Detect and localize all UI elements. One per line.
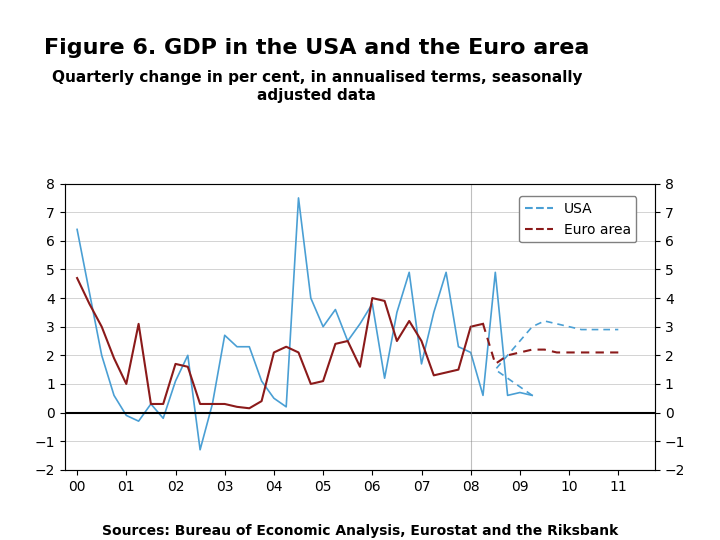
Legend: USA, Euro area: USA, Euro area xyxy=(519,196,636,242)
Text: Sources: Bureau of Economic Analysis, Eurostat and the Riksbank: Sources: Bureau of Economic Analysis, Eu… xyxy=(102,524,618,538)
Text: Quarterly change in per cent, in annualised terms, seasonally
adjusted data: Quarterly change in per cent, in annuali… xyxy=(52,70,582,103)
Text: Figure 6. GDP in the USA and the Euro area: Figure 6. GDP in the USA and the Euro ar… xyxy=(44,38,590,58)
Text: SVERIGES
RIKSBANK: SVERIGES RIKSBANK xyxy=(649,44,690,57)
